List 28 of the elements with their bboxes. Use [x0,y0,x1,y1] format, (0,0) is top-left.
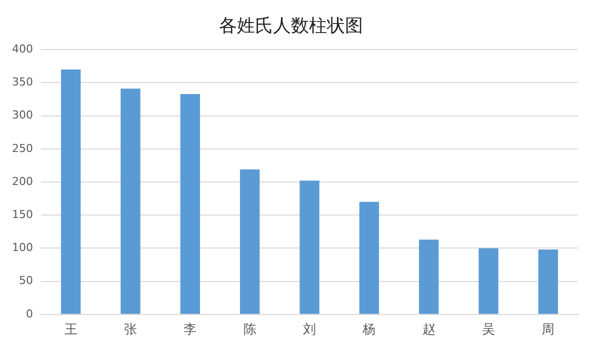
bar [418,240,439,314]
x-tick-label: 陈 [243,322,256,338]
y-tick-label: 100 [12,241,33,254]
x-tick-label: 刘 [303,322,316,338]
bar [180,94,200,314]
bar [478,248,498,314]
bar [120,88,140,314]
y-tick-label: 250 [12,142,33,155]
y-tick-label: 0 [26,307,33,320]
bar [60,69,81,314]
y-tick-label: 300 [12,108,33,122]
bar [359,202,380,314]
x-tick-label: 周 [542,322,555,338]
y-tick-label: 350 [12,76,33,89]
x-tick-label: 张 [124,322,137,338]
x-tick-label: 王 [64,322,78,338]
y-tick-label: 150 [12,208,33,221]
y-tick-label: 200 [12,174,33,188]
x-tick-label: 李 [184,322,197,338]
y-tick-label: 50 [18,274,33,288]
x-tick-label: 赵 [422,322,436,338]
y-tick-label: 400 [12,42,33,56]
bar [300,180,320,314]
x-tick-label: 吴 [482,322,495,338]
chart-title: 各姓氏人数柱状图 [219,15,363,36]
x-tick-label: 杨 [362,322,376,338]
bar [538,250,558,314]
bar [240,169,260,314]
